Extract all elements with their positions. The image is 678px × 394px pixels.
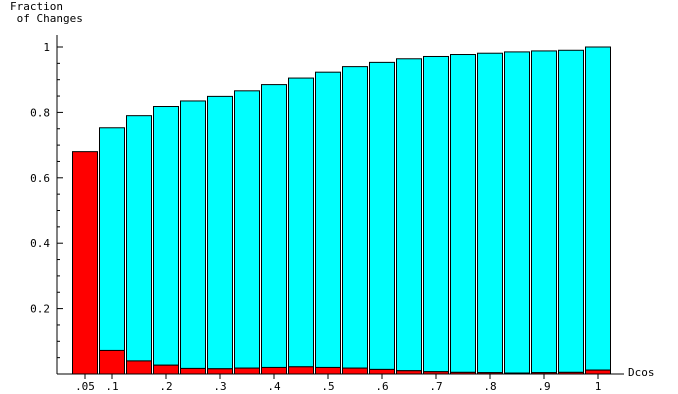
- bar-cyan: [558, 49, 584, 373]
- bar-cyan: [180, 100, 206, 369]
- bar-red: [288, 366, 314, 375]
- bar-cyan: [261, 84, 287, 368]
- y-axis-label-line-1: Fraction: [10, 0, 63, 13]
- bar-red: [261, 366, 287, 375]
- bar-cyan: [126, 115, 152, 362]
- x-tick-label: 1: [595, 380, 602, 393]
- y-tick-label: 1: [43, 41, 50, 54]
- bar-red: [153, 364, 179, 375]
- x-tick-label: .05: [75, 380, 95, 393]
- x-tick-label: .9: [537, 380, 550, 393]
- bar-cyan: [342, 66, 368, 369]
- x-tick-label: .6: [375, 380, 388, 393]
- y-axis-label-line-2: of Changes: [10, 12, 83, 25]
- bar-cyan: [504, 51, 530, 374]
- x-tick-label: .1: [105, 380, 118, 393]
- bar-cyan: [396, 58, 422, 372]
- bar-red: [234, 367, 260, 375]
- bar-cyan: [369, 61, 395, 370]
- bar-cyan: [207, 95, 233, 370]
- bar-cyan: [234, 90, 260, 369]
- bar-cyan: [423, 55, 449, 373]
- x-ticks-group: .05 .1 .2 .3 .4 .5 .6 .7 .8 .9 1: [75, 374, 601, 393]
- bar-cyan: [99, 127, 125, 351]
- bar-red: [72, 151, 98, 375]
- bar-red: [315, 366, 341, 375]
- bar-cyan: [477, 52, 503, 374]
- bar-cyan: [288, 77, 314, 368]
- y-tick-label: 0.6: [30, 172, 50, 185]
- bar-cyan: [450, 54, 476, 373]
- bar-red: [207, 368, 233, 375]
- bar-cyan: [315, 71, 341, 368]
- y-tick-label: 0.2: [30, 303, 50, 316]
- x-tick-label: .4: [267, 380, 281, 393]
- bar-red: [126, 360, 152, 375]
- bar-cyan: [531, 50, 557, 374]
- y-tick-label: 0.8: [30, 106, 50, 119]
- bar-cyan: [153, 106, 179, 366]
- x-axis-label: Dcos: [628, 366, 655, 379]
- x-tick-label: .5: [321, 380, 334, 393]
- x-tick-label: .8: [483, 380, 496, 393]
- bar-red: [585, 369, 611, 375]
- x-tick-label: .3: [213, 380, 226, 393]
- x-tick-label: .2: [159, 380, 172, 393]
- bar-red: [180, 367, 206, 375]
- bar-cyan: [585, 46, 611, 371]
- bar-red: [369, 368, 395, 375]
- bars-group: [72, 46, 611, 375]
- y-tick-label: 0.4: [30, 237, 50, 250]
- y-ticks-group: 0.2 0.4 0.6 0.8 1: [30, 41, 63, 359]
- x-tick-label: .7: [429, 380, 442, 393]
- bar-red: [342, 367, 368, 375]
- bar-red: [99, 349, 125, 375]
